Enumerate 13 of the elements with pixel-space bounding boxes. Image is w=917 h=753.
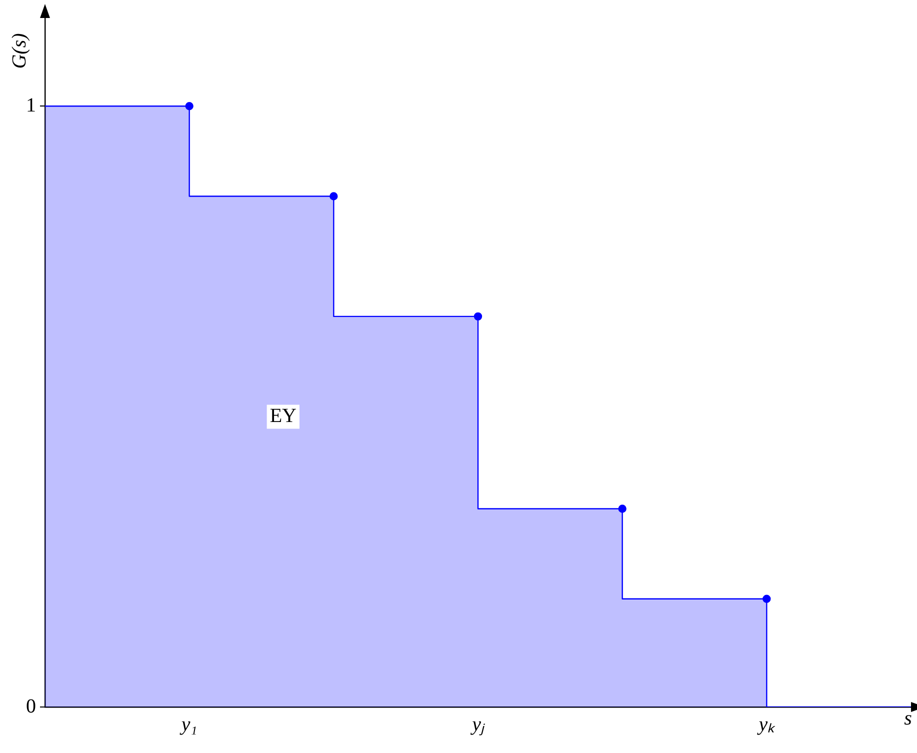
y-axis-title: G(s) — [8, 32, 30, 69]
x-axis-title: s — [904, 707, 912, 730]
y-tick-label: 0 — [26, 695, 36, 718]
annotation: EY — [270, 405, 296, 428]
x-tick-label: y₁ — [179, 713, 198, 736]
point — [185, 102, 194, 110]
x-tick-label: yⱼ — [470, 713, 486, 736]
x-tick-label: yₖ — [756, 713, 776, 736]
y-tick-label: 1 — [26, 94, 36, 116]
point — [474, 312, 482, 321]
point — [330, 192, 338, 200]
point — [618, 504, 626, 513]
point — [762, 594, 771, 603]
